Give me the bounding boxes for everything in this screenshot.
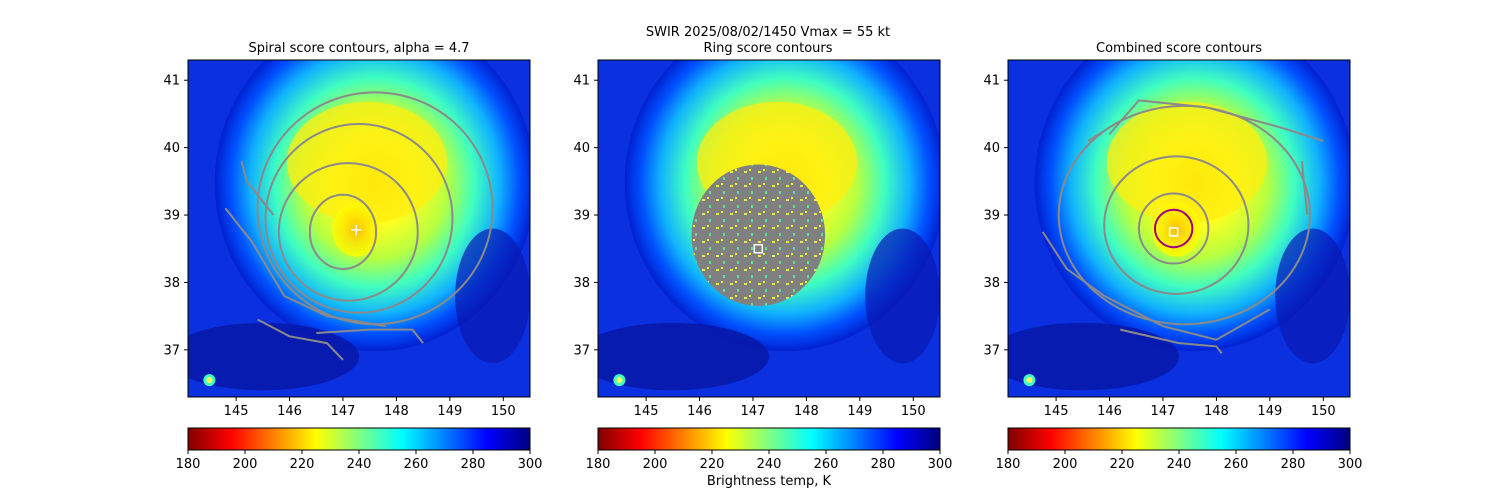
colorbar-tick-label: 280 (461, 457, 486, 472)
brightness-temp-field (188, 60, 530, 397)
score-contour (240, 160, 275, 216)
colorbar-tick-label: 200 (1053, 457, 1078, 472)
colorbar-tick-label: 280 (871, 457, 896, 472)
x-tick-label: 150 (901, 404, 926, 419)
colorbar-gradient (1007, 427, 1351, 451)
colorbar-tick-label: 240 (347, 457, 372, 472)
score-contour (1041, 231, 1271, 341)
x-tick-label: 147 (1151, 404, 1176, 419)
x-tick-label: 145 (634, 404, 659, 419)
y-tick-label: 38 (573, 276, 590, 291)
score-contour (1137, 192, 1210, 265)
score-contour (308, 193, 378, 270)
colorbar-tick-label: 260 (814, 457, 839, 472)
x-tick-label: 148 (384, 404, 409, 419)
eye-fit-circle (1153, 208, 1194, 249)
colorbar-tick-label: 260 (1224, 457, 1249, 472)
y-tick-label: 38 (983, 276, 1000, 291)
x-tick-label: 148 (794, 404, 819, 419)
colorbar-tick-label: 300 (928, 457, 953, 472)
x-tick-label: 146 (277, 404, 302, 419)
y-tick-label: 37 (573, 343, 590, 358)
colorbar-tick-label: 300 (1338, 457, 1363, 472)
colorbar-tick-label: 200 (233, 457, 258, 472)
x-tick-label: 146 (1097, 404, 1122, 419)
brightness-temp-field (1008, 60, 1350, 397)
y-tick-label: 41 (163, 74, 180, 89)
y-tick-label: 38 (163, 276, 180, 291)
center-marker-square (1168, 227, 1179, 237)
y-tick-label: 41 (573, 74, 590, 89)
brightness-temp-field (598, 60, 940, 397)
score-contour (264, 123, 454, 314)
y-tick-label: 37 (163, 343, 180, 358)
score-contour (1103, 155, 1250, 295)
suptitle-line1: SWIR 2025/08/02/1450 Vmax = 55 kt (646, 25, 890, 40)
colorbar-tick-label: 240 (1167, 457, 1192, 472)
colorbar-tick-label: 220 (290, 457, 315, 472)
x-tick-label: 145 (224, 404, 249, 419)
score-contour (1300, 161, 1309, 216)
colorbar: 180 200 220 240 260 280 300 (586, 427, 953, 472)
x-tick-label: 148 (1204, 404, 1229, 419)
y-tick-label: 39 (573, 209, 590, 224)
y-tick-label: 39 (163, 209, 180, 224)
x-tick-label: 149 (437, 404, 462, 419)
x-tick-label: 150 (1311, 404, 1336, 419)
suptitle-line2: Ring score contours (703, 41, 832, 56)
x-tick-label: 147 (741, 404, 766, 419)
y-tick-label: 40 (573, 141, 590, 156)
y-tick-label: 39 (983, 209, 1000, 224)
score-contour (1119, 328, 1223, 354)
colorbar-gradient (187, 427, 531, 451)
colorbar-gradient (597, 427, 941, 451)
x-tick-label: 149 (1257, 404, 1282, 419)
panels: Spiral score contours, alpha = 4.7 145 146… (163, 41, 1363, 472)
axes-frame (187, 59, 531, 398)
colorbar-tick-label: 180 (996, 457, 1021, 472)
x-tick-label: 145 (1044, 404, 1069, 419)
x-tick-label: 147 (331, 404, 356, 419)
score-contour (1108, 99, 1324, 142)
panel-1: Spiral score contours, alpha = 4.7 145 146… (163, 41, 543, 472)
colorbar-tick-label: 220 (700, 457, 725, 472)
colorbar-tick-label: 300 (518, 457, 543, 472)
ring-score-mask (691, 164, 826, 307)
colorbar-tick-label: 200 (643, 457, 668, 472)
panel-title: Spiral score contours, alpha = 4.7 (248, 41, 469, 56)
y-tick-label: 37 (983, 343, 1000, 358)
colorbar-tick-label: 220 (1110, 457, 1135, 472)
y-tick-label: 40 (983, 141, 1000, 156)
panel-2: 145 146 147 148 149 150 37 38 39 40 41 180 200 220 240… (573, 59, 953, 472)
center-marker-plus (351, 224, 362, 235)
colorbar: 180 200 220 240 260 280 300 (996, 427, 1363, 472)
score-contour (277, 162, 419, 302)
score-contour (1087, 129, 1105, 142)
axes-frame (597, 59, 941, 398)
score-contour (316, 328, 424, 344)
colorbar-tick-label: 260 (404, 457, 429, 472)
panel-3: Combined score contours 145 146 147 148 149 15… (983, 41, 1363, 472)
colorbar-label: Brightness temp, K (707, 474, 832, 489)
y-tick-label: 40 (163, 141, 180, 156)
colorbar-tick-label: 280 (1281, 457, 1306, 472)
x-tick-label: 146 (687, 404, 712, 419)
colorbar-tick-label: 180 (586, 457, 611, 472)
axes-frame (1007, 59, 1351, 398)
colorbar-tick-label: 180 (176, 457, 201, 472)
center-marker-square (753, 243, 764, 254)
colorbar-tick-label: 240 (757, 457, 782, 472)
y-tick-label: 41 (983, 74, 1000, 89)
score-contour (224, 207, 386, 328)
x-tick-label: 149 (847, 404, 872, 419)
panel-title: Combined score contours (1096, 41, 1262, 56)
score-contour (257, 318, 344, 361)
x-tick-label: 150 (491, 404, 516, 419)
colorbar: 180 200 220 240 260 280 300 (176, 427, 543, 472)
